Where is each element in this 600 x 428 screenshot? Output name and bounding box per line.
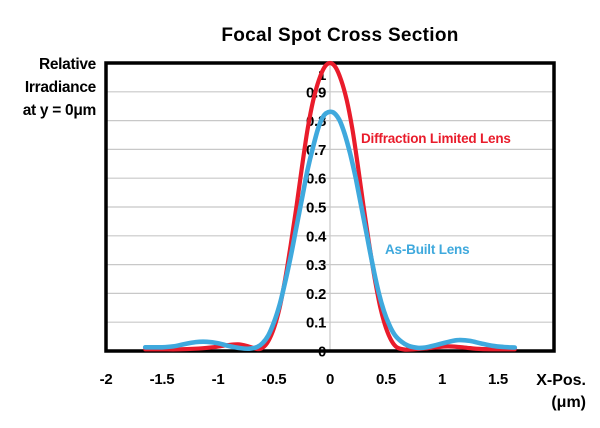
y-axis-title: Relative Irradiance at y = 0μm — [0, 53, 97, 122]
x-axis-title-line-2: (μm) — [551, 394, 586, 411]
x-tick-label: -0.5 — [262, 371, 287, 388]
y-axis-title-line-3: at y = 0μm — [22, 102, 97, 119]
x-tick-label: -2 — [100, 371, 113, 388]
y-axis-title-line-1: Relative — [38, 56, 96, 73]
chart-title: Focal Spot Cross Section — [221, 25, 459, 46]
y-tick-label: 0.6 — [306, 171, 326, 188]
y-tick-label: 0.1 — [306, 315, 326, 332]
y-tick-label: 0.2 — [306, 286, 326, 303]
series-label-as-built-lens: As-Built Lens — [385, 242, 470, 257]
y-axis-title-line-2: Irradiance — [24, 79, 96, 96]
x-tick-label: 1.5 — [488, 371, 508, 388]
x-tick-label: -1.5 — [150, 371, 175, 388]
x-tick-label: 0.5 — [376, 371, 396, 388]
x-tick-label: 1 — [438, 371, 446, 388]
y-tick-label: 0.5 — [306, 200, 326, 217]
y-tick-label: 0.4 — [306, 228, 327, 245]
as-built-curve — [142, 109, 518, 352]
x-axis-title: X-Pos. (μm) — [536, 370, 586, 414]
x-axis-title-line-1: X-Pos. — [536, 372, 586, 389]
y-tick-label: 0.3 — [306, 257, 326, 274]
series-label-diffraction-limited-lens: Diffraction Limited Lens — [361, 131, 511, 146]
x-tick-label: -1 — [212, 371, 225, 388]
x-tick-label: 0 — [326, 371, 334, 388]
